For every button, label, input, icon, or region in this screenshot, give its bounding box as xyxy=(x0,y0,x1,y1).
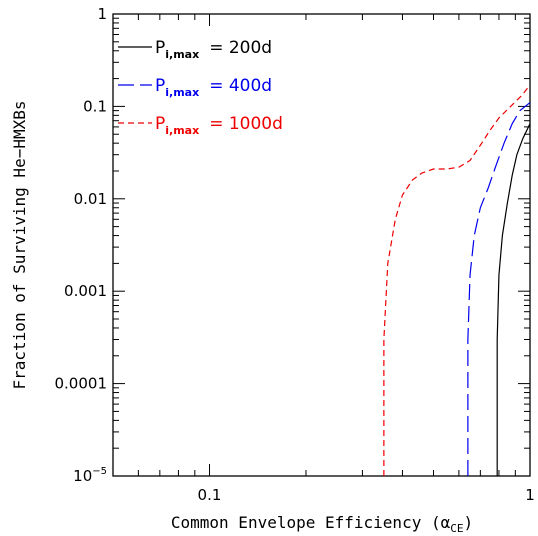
legend-label-3: Pi,max = 1000d xyxy=(155,114,283,137)
legend: Pi,max = 200d Pi,max = 400d Pi,max = 1000d xyxy=(118,38,283,137)
y-tick-label: 0.001 xyxy=(64,282,107,300)
y-tick-label: 0.01 xyxy=(74,190,107,208)
y-axis-title: Fraction of Surviving He−HMXBs xyxy=(10,101,29,390)
y-tick-label: 10−5 xyxy=(73,466,107,485)
axis-ticks xyxy=(112,13,531,477)
plot-frame xyxy=(112,13,531,477)
y-tick-label: 1 xyxy=(97,5,107,23)
x-axis-title-main: Common Envelope Efficiency (α xyxy=(171,513,451,532)
y-tick-label: 0.1 xyxy=(83,97,107,115)
legend-label-1: Pi,max = 200d xyxy=(155,38,272,61)
x-axis-title-close: ) xyxy=(463,513,473,532)
series-lines xyxy=(383,84,531,476)
x-tick-label: 1 xyxy=(525,486,535,504)
series-line-1 xyxy=(496,123,531,476)
series-line-3 xyxy=(383,84,531,476)
y-tick-label: 0.0001 xyxy=(55,375,108,393)
series-line-2 xyxy=(467,102,531,476)
x-axis-title-sub: CE xyxy=(450,522,463,535)
x-axis-title: Common Envelope Efficiency (αCE) xyxy=(171,513,473,535)
tick-labels: 0.1 1 1 0.1 0.01 0.001 0.0001 10−5 xyxy=(55,5,535,504)
x-tick-label: 0.1 xyxy=(198,486,222,504)
legend-label-2: Pi,max = 400d xyxy=(155,76,272,99)
